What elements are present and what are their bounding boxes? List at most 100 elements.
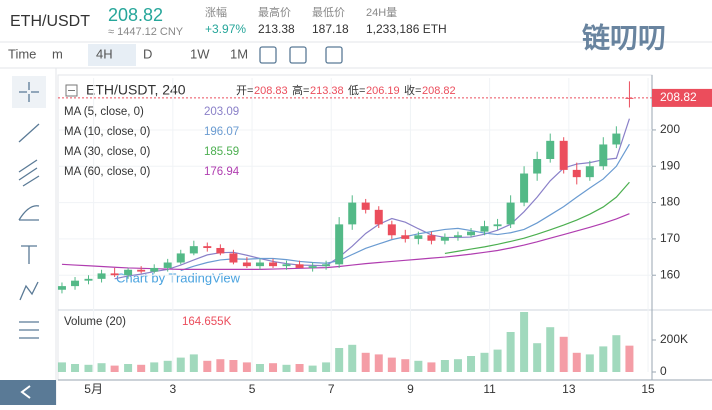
candle	[84, 275, 93, 285]
volume-bar	[269, 363, 278, 372]
candle-body	[71, 280, 80, 287]
candle-body	[533, 158, 542, 174]
candle-body	[150, 267, 159, 272]
candle-body	[520, 173, 529, 203]
indicator-button[interactable]	[289, 46, 307, 64]
candle-body	[110, 273, 119, 276]
interval-button[interactable]: 1W	[190, 46, 210, 61]
x-tick-label: 13	[562, 382, 576, 396]
legend-name: MA (60, close, 0)	[64, 166, 150, 178]
volume-bar	[308, 365, 317, 372]
candle-body	[163, 262, 172, 268]
candle-body	[189, 246, 198, 254]
candle-body	[84, 278, 93, 281]
drawing-tools[interactable]	[12, 76, 46, 339]
volume-bar	[176, 357, 185, 372]
brush-tool[interactable]	[18, 205, 40, 221]
y-tick-label: 160	[660, 267, 680, 281]
volume-bar	[189, 354, 198, 372]
candle-body	[57, 286, 66, 290]
candle	[348, 195, 357, 230]
stat-value: 1,233,186 ETH	[366, 22, 447, 36]
candle	[387, 220, 396, 239]
candle-body	[137, 269, 146, 272]
volume-bar	[572, 352, 581, 372]
volume-bar	[242, 362, 251, 372]
candle-body	[124, 269, 133, 276]
candle	[282, 260, 291, 270]
y-tick-label: 190	[660, 158, 680, 172]
candle-body	[401, 235, 410, 239]
channel-tool[interactable]	[18, 159, 40, 187]
legend-value: 176.94	[204, 166, 240, 178]
candle	[480, 220, 489, 236]
candle	[559, 137, 568, 174]
candle-body	[559, 140, 568, 170]
candle-body	[203, 246, 212, 248]
stat-label: 涨幅	[205, 6, 227, 19]
interval-button[interactable]: Time	[8, 46, 36, 61]
volume-bar	[57, 362, 66, 372]
volume-bar	[467, 356, 476, 372]
volume-bar	[150, 362, 159, 372]
candle	[401, 229, 410, 243]
legend-name: MA (10, close, 0)	[64, 126, 150, 138]
volume-bar	[599, 346, 608, 372]
volume-bar	[387, 357, 396, 372]
candle	[71, 277, 80, 290]
candle-body	[176, 253, 185, 263]
x-tick-label: 9	[407, 382, 414, 396]
candle-body	[242, 262, 251, 267]
candle-body	[546, 140, 555, 159]
candle	[546, 133, 555, 163]
volume-bar	[71, 364, 80, 372]
candle	[137, 266, 146, 274]
scroll-button[interactable]	[0, 380, 56, 405]
candle-body	[97, 273, 106, 279]
volume-bar	[585, 354, 594, 372]
watermark: 链叨叨	[582, 22, 666, 53]
volume-bar	[401, 359, 410, 372]
interval-button[interactable]: 4H	[96, 46, 113, 61]
measure-tool[interactable]	[19, 321, 39, 339]
candle-body	[453, 235, 462, 238]
volume-bar	[216, 359, 225, 372]
legend-value: 196.07	[204, 126, 239, 138]
crosshair-tool[interactable]	[19, 82, 39, 102]
stat-value: 213.38	[258, 22, 295, 36]
x-tick-label: 11	[483, 382, 496, 396]
compare-button[interactable]	[259, 46, 277, 64]
candle-body	[269, 262, 278, 267]
volume-bar	[506, 332, 515, 372]
text-tool[interactable]	[21, 245, 37, 264]
candle	[189, 240, 198, 256]
interval-button[interactable]: m	[52, 46, 63, 61]
interval-button[interactable]: D	[143, 46, 152, 61]
candle	[295, 260, 304, 268]
candle	[203, 242, 212, 252]
screenshot-button[interactable]	[325, 46, 343, 64]
collapse-button[interactable]	[65, 84, 78, 97]
toolbar-icons[interactable]	[259, 46, 343, 64]
candle	[467, 228, 476, 238]
candle-body	[506, 202, 515, 225]
candle	[97, 269, 106, 283]
symbol: ETH/USDT	[10, 13, 90, 30]
ohlc-label: 收=	[404, 83, 421, 97]
active-interval-bg	[88, 44, 136, 66]
line-tool[interactable]	[18, 123, 40, 143]
volume-bar	[559, 336, 568, 372]
volume-bar	[110, 365, 119, 372]
volume-bar	[97, 363, 106, 372]
volume-bar	[163, 360, 172, 372]
candle-body	[229, 253, 238, 263]
tv-credit: Chart by TradingView	[116, 270, 241, 285]
candle-body	[308, 266, 317, 268]
volume-bar	[255, 364, 264, 372]
volume-bar	[229, 360, 238, 372]
volume-bar	[625, 345, 634, 372]
pattern-tool[interactable]	[19, 281, 39, 301]
volume-bar	[493, 349, 502, 372]
interval-button[interactable]: 1M	[230, 46, 248, 61]
